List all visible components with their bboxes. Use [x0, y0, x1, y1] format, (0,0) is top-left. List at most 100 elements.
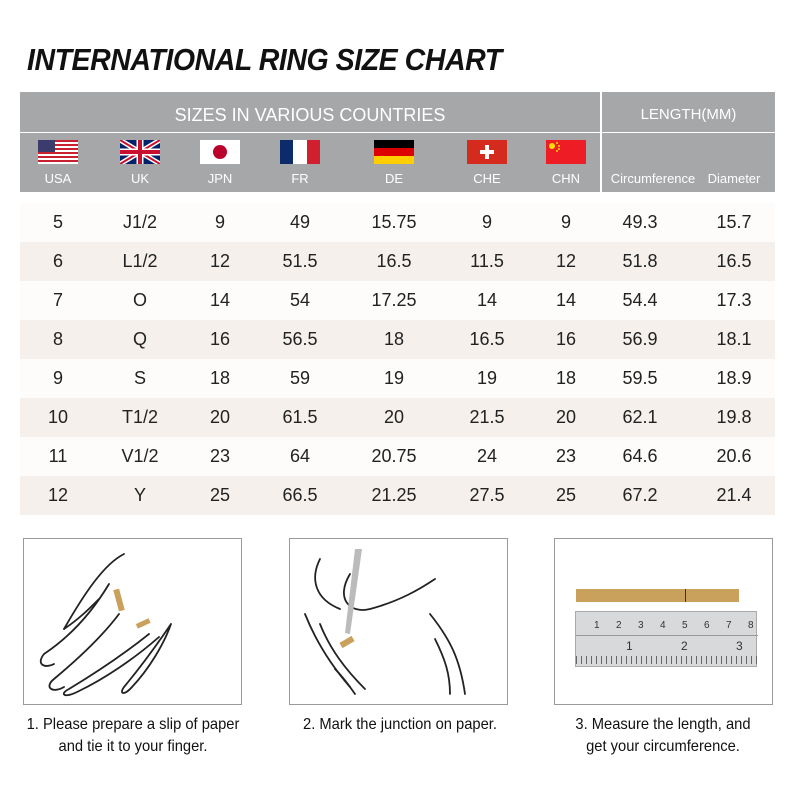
- table-cell: 56.9: [622, 329, 658, 349]
- table-row: 9 S 18 59 19 19 18 59.5 18.9: [20, 359, 775, 398]
- ruler-cm-label: 3: [638, 620, 644, 631]
- table-cell: 8: [52, 329, 63, 349]
- table-row: 8 Q 16 56.5 18 16.5 16 56.9 18.1: [20, 320, 775, 359]
- france-flag-icon: [280, 140, 320, 164]
- table-cell: 27.5: [469, 485, 505, 505]
- ruler-cm-label: 1: [594, 620, 600, 631]
- step-2-illustration: [289, 538, 508, 705]
- table-cell: 14: [476, 290, 498, 310]
- table-cell: 21.5: [469, 407, 505, 427]
- table-cell: 20.75: [371, 446, 417, 466]
- table-cell: 49.3: [622, 212, 658, 232]
- caption-line: 2. Mark the junction on paper.: [303, 716, 497, 733]
- step-1-illustration: [23, 538, 242, 705]
- table-cell: 23: [209, 446, 231, 466]
- table-cell: 16: [555, 329, 577, 349]
- table-cell: Y: [133, 485, 146, 505]
- ruler-cm-label: 5: [682, 620, 688, 631]
- length-heading: LENGTH(MM): [640, 106, 737, 123]
- hand-with-paper-icon: [39, 553, 172, 697]
- table-cell: 20.6: [716, 446, 752, 466]
- table-cell: V1/2: [121, 446, 159, 466]
- table-row: 6 L1/2 12 51.5 16.5 11.5 12 51.8 16.5: [20, 242, 775, 281]
- china-flag-icon: [546, 140, 586, 164]
- table-cell: O: [132, 290, 147, 310]
- table-cell: 9: [214, 212, 225, 232]
- table-cell: 16: [209, 329, 231, 349]
- table-cell: 54.4: [622, 290, 658, 310]
- table-cell: 20: [209, 407, 231, 427]
- ruler-inch-label: 2: [681, 639, 688, 653]
- country-label: CHE: [473, 171, 501, 186]
- table-cell: 54: [289, 290, 311, 310]
- size-table-body: 5 J1/2 9 49 15.75 9 9 49.3 15.7 6 L1/2 12 51.5 16.5 11…: [20, 203, 775, 515]
- country-label: UK: [130, 171, 150, 186]
- table-cell: 49: [289, 212, 311, 232]
- table-cell: 18: [383, 329, 405, 349]
- step-2-caption: 2. Mark the junction on paper.: [280, 714, 519, 736]
- table-cell: 16.5: [469, 329, 505, 349]
- table-header: SIZES IN VARIOUS COUNTRIES LENGTH(MM) US…: [20, 92, 775, 192]
- table-cell: J1/2: [122, 212, 158, 232]
- table-cell: 9: [481, 212, 492, 232]
- table-cell: 64.6: [622, 446, 658, 466]
- table-row: 7 O 14 54 17.25 14 14 54.4 17.3: [20, 281, 775, 320]
- caption-line: 3. Measure the length, and: [575, 716, 751, 733]
- table-cell: 12: [47, 485, 69, 505]
- table-cell: 19: [383, 368, 405, 388]
- table-cell: 10: [47, 407, 69, 427]
- paper-strip: [576, 589, 739, 602]
- table-cell: 9: [52, 368, 63, 388]
- table-cell: 24: [476, 446, 498, 466]
- table-cell: 21.4: [716, 485, 752, 505]
- table-cell: 17.25: [371, 290, 417, 310]
- ruler-cm-label: 4: [660, 620, 666, 631]
- table-cell: 14: [555, 290, 577, 310]
- table-cell: 5: [52, 212, 63, 232]
- table-cell: 9: [560, 212, 571, 232]
- table-cell: 19.8: [716, 407, 752, 427]
- table-cell: 21.25: [371, 485, 417, 505]
- table-cell: Q: [132, 329, 147, 349]
- table-cell: 62.1: [622, 407, 658, 427]
- table-cell: 25: [555, 485, 577, 505]
- caption-line: get your circumference.: [586, 738, 740, 755]
- country-label: USA: [44, 171, 72, 186]
- col-chn: CHN: [526, 133, 606, 192]
- col-usa: USA: [18, 133, 98, 192]
- table-cell: 17.3: [716, 290, 752, 310]
- ruler-cm-label: 6: [704, 620, 710, 631]
- table-cell: 23: [555, 446, 577, 466]
- country-label: JPN: [207, 171, 233, 186]
- table-cell: S: [133, 368, 146, 388]
- table-cell: 15.7: [716, 212, 752, 232]
- marking-pen-icon: [304, 549, 466, 695]
- col-jpn: JPN: [180, 133, 260, 192]
- col-de: DE: [354, 133, 434, 192]
- table-cell: 51.5: [282, 251, 318, 271]
- table-cell: 16.5: [716, 251, 752, 271]
- ruler-cm-label: 2: [616, 620, 622, 631]
- table-cell: 7: [52, 290, 63, 310]
- table-cell: 18: [555, 368, 577, 388]
- col-circumference: Circumference: [603, 133, 703, 192]
- country-label: DE: [384, 171, 404, 186]
- header-divider: [20, 132, 775, 133]
- table-cell: 56.5: [282, 329, 318, 349]
- table-cell: 18: [209, 368, 231, 388]
- col-fr: FR: [260, 133, 340, 192]
- table-cell: 18.1: [716, 329, 752, 349]
- table-cell: 64: [289, 446, 311, 466]
- ruler-inch-label: 1: [626, 639, 633, 653]
- table-row: 10 T1/2 20 61.5 20 21.5 20 62.1 19.8: [20, 398, 775, 437]
- table-cell: 25: [209, 485, 231, 505]
- country-label: CHN: [551, 171, 581, 186]
- column-label: Circumference: [610, 171, 696, 186]
- table-cell: 20: [383, 407, 405, 427]
- caption-line: and tie it to your finger.: [58, 738, 208, 755]
- step-3-caption: 3. Measure the length, and get your circ…: [543, 714, 782, 758]
- table-cell: 18.9: [716, 368, 752, 388]
- table-row: 11 V1/2 23 64 20.75 24 23 64.6 20.6: [20, 437, 775, 476]
